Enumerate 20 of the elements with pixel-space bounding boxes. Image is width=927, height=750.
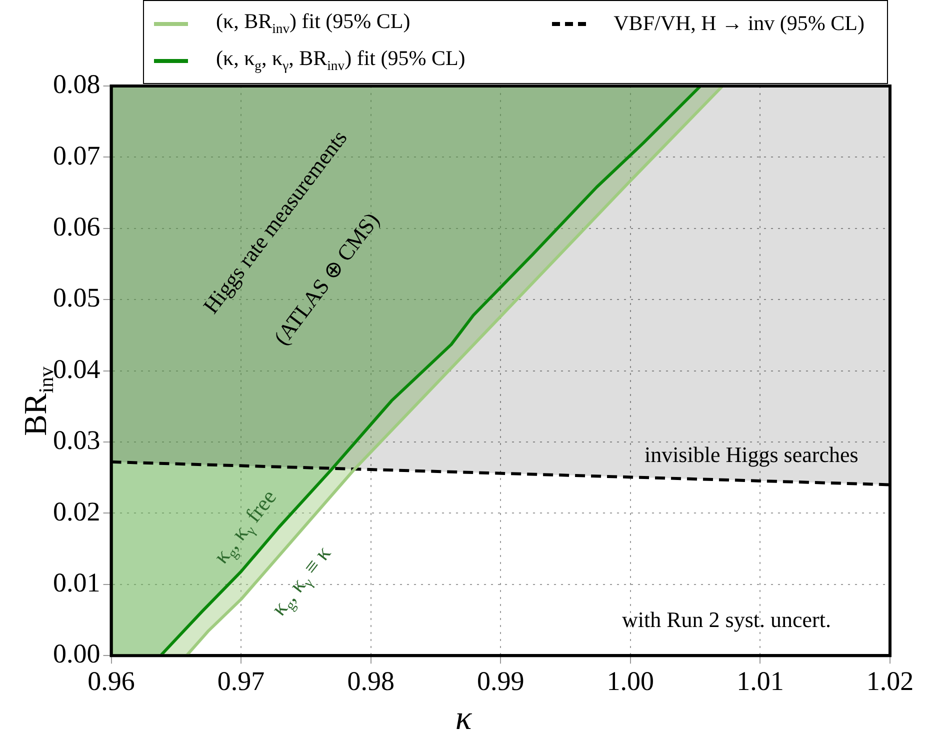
x-tick-label: 1.00 — [606, 666, 654, 696]
annotation: with Run 2 syst. uncert. — [622, 607, 831, 632]
x-tick-label: 0.99 — [477, 666, 524, 696]
y-tick-label: 0.08 — [53, 69, 100, 100]
x-tick-label: 0.98 — [347, 666, 394, 696]
legend-label: (κ, BR$_{inv}$) fit (95% CL) — [216, 9, 410, 38]
y-tick-label: 0.01 — [53, 567, 100, 598]
y-tick-label: 0.03 — [53, 425, 100, 456]
x-tick-label: 1.01 — [736, 666, 784, 696]
y-tick-label: 0.04 — [53, 354, 101, 384]
x-tick-label: 0.97 — [217, 666, 265, 696]
annotation: invisible Higgs searches — [644, 442, 858, 468]
x-axis-title: κ — [454, 700, 473, 738]
legend-label: (κ, κ$_{g}$, κ$_{γ}$, BR$_{inv}$) fit (95% CL) — [216, 46, 466, 75]
y-tick-label: 0.02 — [53, 496, 100, 526]
y-tick-label: 0.07 — [53, 140, 100, 170]
legend-label: VBF/VH, H → inv (95% CL) — [614, 11, 864, 36]
x-tick-label: 1.02 — [866, 666, 914, 696]
y-tick-label: 0.05 — [53, 282, 100, 313]
y-tick-label: 0.06 — [53, 211, 100, 242]
